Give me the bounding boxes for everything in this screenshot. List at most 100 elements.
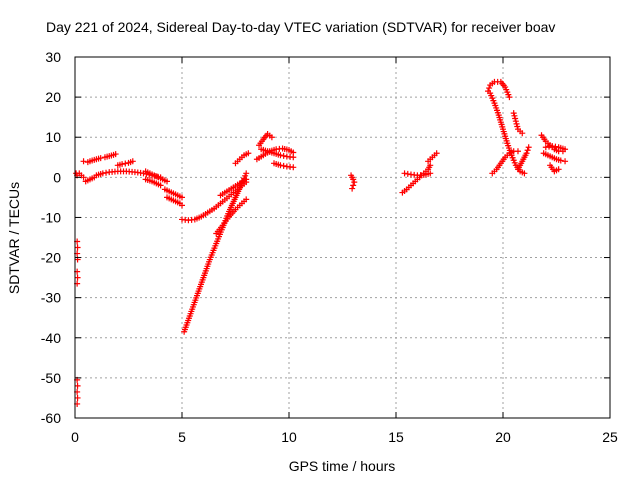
x-tick-label: 5 (178, 429, 186, 445)
series-arc-h (164, 194, 185, 209)
data-point (350, 182, 357, 189)
series-arc-ab (540, 150, 569, 165)
series-arc-v (485, 78, 513, 101)
data-point (523, 150, 530, 157)
data-point (557, 157, 564, 164)
data-point (280, 162, 287, 169)
y-tick-label: 0 (53, 169, 61, 185)
data-point (521, 170, 528, 177)
axis-ticks (74, 56, 611, 419)
x-axis-label: GPS time / hours (289, 458, 396, 474)
data-point (513, 120, 520, 127)
data-point (74, 274, 81, 281)
data-point (350, 176, 357, 183)
data-point (562, 146, 569, 153)
data-point (506, 94, 513, 101)
data-point (401, 170, 408, 177)
data-point (404, 170, 411, 177)
data-point (74, 244, 81, 251)
data-point (525, 144, 532, 151)
series-arc-f (142, 176, 164, 189)
y-tick-label: 20 (45, 89, 61, 105)
grid-layer (75, 57, 610, 418)
data-point (243, 196, 250, 203)
series-arc-z (510, 110, 526, 137)
data-point (80, 158, 87, 165)
series-arc-y (514, 144, 532, 173)
data-point (562, 158, 569, 165)
plot-frame (74, 56, 611, 419)
series-arc-s (399, 162, 434, 196)
data-point (99, 170, 106, 177)
data-point (179, 202, 185, 209)
data-point (524, 147, 531, 154)
data-point (510, 110, 517, 117)
data-point (519, 130, 526, 137)
plot-marks (73, 78, 569, 407)
data-point (290, 154, 297, 161)
y-axis-label: SDTVAR / TECUs (6, 182, 22, 294)
y-tick-label: -30 (41, 290, 61, 306)
data-point (74, 394, 81, 401)
y-tick-label: -40 (41, 330, 61, 346)
data-point (427, 162, 434, 169)
data-point (351, 179, 358, 186)
series-arc-ac (542, 143, 569, 153)
data-point (268, 134, 275, 141)
data-point (549, 143, 556, 150)
data-point (290, 164, 297, 171)
y-tick-label: -50 (41, 370, 61, 386)
series-arc-a (73, 170, 87, 181)
series-arc-p (258, 146, 297, 161)
data-point (511, 112, 518, 119)
data-point (80, 174, 87, 181)
data-point (277, 152, 284, 159)
data-point (97, 155, 104, 162)
data-point (122, 160, 129, 167)
data-point (245, 150, 252, 157)
data-point (546, 143, 553, 150)
series-arc-o (256, 131, 275, 149)
data-point (512, 118, 519, 125)
series-arc-u (425, 150, 440, 165)
series-arc-g (161, 186, 185, 201)
data-point (433, 150, 440, 157)
series-arc-b (80, 151, 119, 166)
series-arc-j (181, 170, 250, 335)
data-point (119, 161, 126, 168)
data-point (512, 115, 519, 122)
series-arc-k (213, 196, 250, 237)
data-point (103, 169, 110, 176)
data-point (552, 143, 559, 150)
series-arc-l (217, 176, 250, 199)
data-point (129, 158, 136, 165)
data-point (486, 85, 493, 92)
data-point (555, 166, 562, 173)
series-arc-ad (547, 162, 562, 175)
data-point (280, 152, 287, 159)
data-point (542, 144, 549, 151)
series-arc-i (179, 179, 250, 224)
x-tick-label: 25 (602, 429, 618, 445)
y-tick-label: -10 (41, 209, 61, 225)
data-point (243, 170, 250, 177)
chart-title: Day 221 of 2024, Sidereal Day-to-day VTE… (46, 19, 555, 35)
data-point (74, 382, 81, 389)
x-tick-label: 20 (495, 429, 511, 445)
data-point (514, 148, 521, 155)
series-arc-aa (538, 132, 566, 155)
data-point (243, 176, 250, 183)
series-arc-q (271, 160, 297, 171)
series-arc-e (142, 168, 171, 185)
data-point (514, 123, 521, 130)
data-point (157, 182, 164, 189)
series-arc-r (348, 172, 358, 192)
x-tick-label: 10 (281, 429, 297, 445)
x-tick-label: 0 (71, 429, 79, 445)
data-point (277, 162, 284, 169)
y-tick-label: -60 (41, 410, 61, 426)
series-arc-m (232, 150, 252, 167)
y-tick-label: 30 (45, 49, 61, 65)
series-arc-x (489, 148, 521, 177)
